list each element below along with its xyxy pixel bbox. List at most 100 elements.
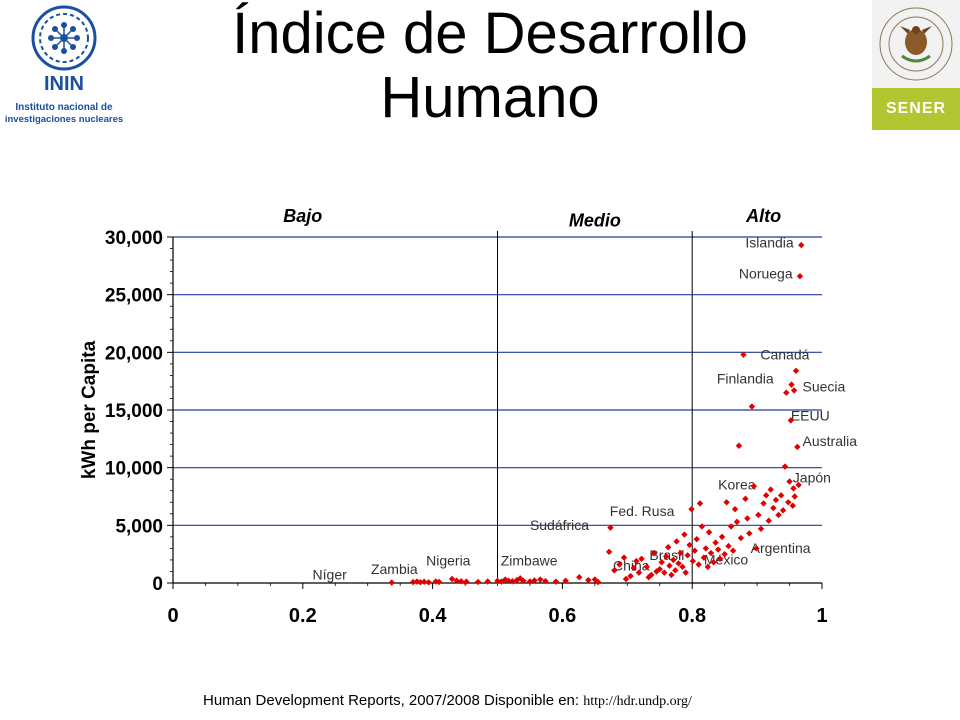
inin-name-line2: investigaciones nucleares (5, 114, 123, 125)
data-point-55 (670, 556, 677, 564)
data-point-11 (463, 578, 470, 585)
data-point-76 (707, 549, 715, 557)
data-point-16 (502, 576, 509, 583)
annotation-17: Zambia (371, 561, 418, 577)
region-labels: Bajo Medio Alto (283, 206, 781, 231)
data-point-33 (605, 548, 613, 556)
data-point-40 (633, 557, 640, 565)
data-point-44 (645, 574, 652, 581)
data-point-57 (673, 538, 680, 545)
data-point-4 (420, 578, 428, 585)
data-point-31 (594, 578, 602, 586)
annotation-4: Suecia (803, 379, 846, 395)
data-point-54 (668, 571, 675, 579)
data-point-48 (656, 565, 663, 573)
data-point-8 (448, 575, 456, 583)
data-point-64 (686, 541, 693, 549)
data-point-86 (729, 547, 737, 554)
annotation-2: Canadá (760, 346, 809, 362)
data-point-62 (682, 569, 689, 576)
data-point-99 (757, 525, 765, 532)
data-point-38 (627, 572, 634, 580)
data-point-123 (790, 485, 797, 492)
data-point-92 (742, 495, 749, 503)
data-point-65 (688, 505, 695, 513)
data-point-27 (562, 577, 569, 584)
data-point-39 (630, 564, 637, 572)
inin-logo: ININ Instituto nacional de investigacion… (0, 0, 128, 128)
data-point-14 (494, 577, 501, 585)
annotation-15: Zimbawe (501, 553, 558, 569)
annotation-5: EEUU (791, 407, 830, 423)
mexican-seal (872, 0, 960, 88)
y-tick-label-0: 0 (152, 574, 163, 595)
data-point-122 (798, 241, 805, 249)
data-point-104 (770, 504, 777, 512)
data-point-73 (702, 545, 710, 552)
eagle-seal-icon (879, 7, 953, 81)
data-point-87 (731, 505, 739, 513)
x-tick-label-4: 0.8 (678, 605, 706, 627)
data-point-121 (796, 273, 804, 280)
data-point-83 (723, 499, 730, 506)
title-line-1: Índice de Desarrollo (232, 1, 748, 66)
data-point-112 (786, 478, 793, 485)
data-point-98 (755, 511, 762, 519)
data-point-37 (622, 575, 630, 583)
data-point-50 (661, 569, 668, 576)
data-point-110 (783, 389, 790, 396)
data-point-102 (765, 517, 772, 524)
data-point-78 (712, 539, 719, 546)
footer-url[interactable]: http://hdr.undp.org/ (583, 694, 692, 709)
annotation-0: Islandia (745, 234, 793, 250)
data-point-111 (785, 499, 792, 506)
data-point-61 (681, 531, 688, 538)
data-point-6 (432, 578, 440, 585)
data-point-93 (744, 515, 751, 522)
data-point-75 (705, 529, 713, 536)
data-point-46 (650, 549, 658, 557)
data-point-96 (750, 482, 758, 490)
data-point-74 (704, 563, 711, 571)
data-point-10 (457, 578, 465, 585)
footer-text: Human Development Reports, 2007/2008 Dis… (203, 692, 584, 709)
data-point-52 (664, 544, 672, 551)
x-tick-label-2: 0.4 (419, 605, 448, 627)
data-point-63 (684, 552, 691, 559)
data-point-107 (777, 492, 785, 499)
data-point-56 (672, 567, 679, 574)
inin-emblem-icon: ININ Instituto nacional de investigacion… (5, 5, 123, 125)
y-tick-label-6: 30,000 (105, 228, 163, 249)
data-point-90 (737, 534, 745, 542)
annotation-18: Níger (313, 567, 348, 583)
x-tick-label-5: 1 (816, 605, 827, 627)
data-point-118 (792, 367, 800, 374)
data-point-42 (638, 555, 645, 562)
inin-name-line1: Instituto nacional de (15, 102, 113, 113)
annotation-14: China (613, 557, 650, 573)
sener-logo: SENER (872, 0, 960, 130)
inin-abbr: ININ (44, 73, 84, 95)
country-annotations: Islandia Noruega Canadá Finlandia Suecia EEUU… (313, 234, 858, 582)
x-tick-label-3: 0.6 (548, 605, 576, 627)
data-point-7 (435, 578, 443, 586)
x-tick-label-1: 0.2 (289, 605, 317, 627)
data-point-1 (409, 578, 417, 586)
data-point-5 (425, 579, 432, 586)
data-point-32 (607, 524, 614, 531)
sener-label: SENER (872, 88, 960, 130)
data-point-119 (794, 443, 801, 451)
data-point-25 (542, 577, 549, 585)
data-point-106 (775, 511, 782, 519)
annotation-3: Finlandia (717, 370, 774, 386)
data-point-3 (417, 578, 424, 586)
data-point-21 (520, 577, 527, 585)
data-point-91 (740, 351, 747, 358)
data-point-82 (721, 550, 728, 558)
annotation-1: Noruega (739, 266, 793, 282)
data-point-66 (689, 557, 697, 565)
annotation-16: Nigeria (426, 553, 471, 569)
data-point-17 (505, 577, 512, 584)
data-points (388, 241, 805, 586)
